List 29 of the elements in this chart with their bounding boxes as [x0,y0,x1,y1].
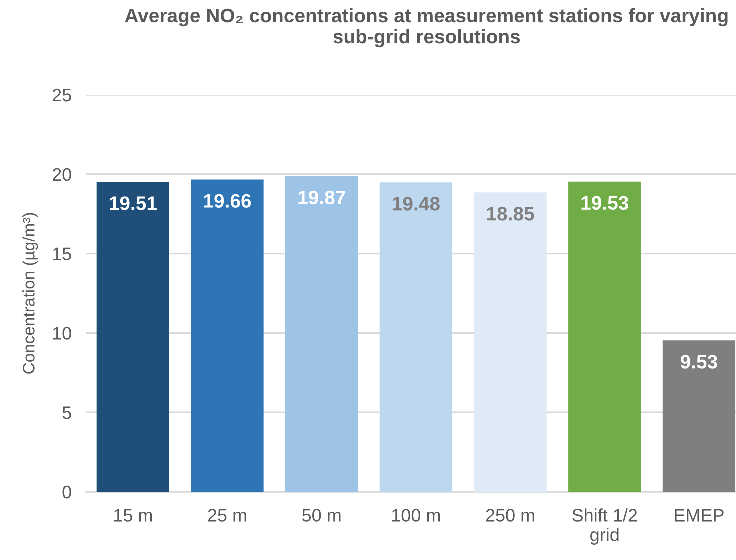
bar [96,182,170,492]
bar [474,192,547,492]
bar [286,176,358,492]
data-label: 18.85 [487,207,534,221]
bar [662,340,736,492]
data-label: 19.66 [204,194,252,208]
y-tick-label: 15 [53,248,72,261]
data-label: 19.51 [110,196,157,210]
bar [568,182,642,492]
y-axis-title: Concentration (µg/m³) [22,213,38,374]
x-tick-label: 15 m [114,509,152,522]
y-tick-label: 20 [52,168,72,182]
y-tick-label: 10 [53,327,72,340]
chart-title: Average NO₂ concentrations at measurement stations for varying sub-grid resolutions [125,8,728,48]
y-tick-label: 5 [62,406,72,420]
x-tick-label: EMEP [675,509,724,522]
data-label: 19.48 [393,197,440,211]
x-tick-label: 50 m [302,509,341,522]
x-tick-label: 250 m [486,509,534,522]
y-tick-label: 25 [52,88,72,102]
data-label: 19.87 [298,190,346,205]
data-label: 19.53 [582,196,628,210]
y-tick-label: 0 [62,486,72,499]
x-tick-label: 100 m [392,509,440,522]
bar [380,182,453,492]
x-tick-label: 25 m [208,509,246,522]
data-label: 9.53 [680,355,718,369]
bar [191,180,264,492]
x-tick-label: Shift 1/2 grid [572,508,638,545]
